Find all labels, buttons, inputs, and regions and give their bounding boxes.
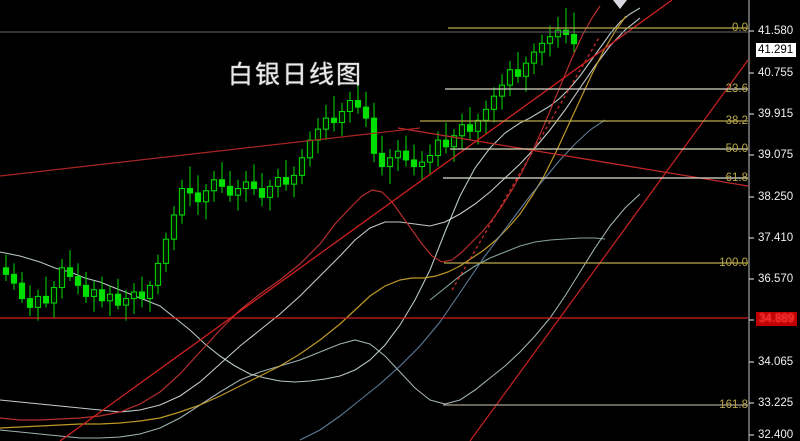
fib-label-38.2: 38.2 xyxy=(725,115,748,127)
axis-tick-label: 33.225 xyxy=(758,397,794,409)
chart-cursor-icon xyxy=(613,0,627,9)
axis-tick-label: 36.570 xyxy=(758,273,794,285)
axis-tick-label: 40.755 xyxy=(758,67,794,79)
last-price-badge: 41.291 xyxy=(756,43,797,57)
axis-tick-label: 39.075 xyxy=(758,149,794,161)
trendline-rising-secondary[interactable] xyxy=(469,59,748,441)
candlestick-series xyxy=(2,8,578,321)
price-axis[interactable]: 41.580 40.755 39.915 39.075 38.250 37.410 36.5… xyxy=(748,0,800,441)
bollinger-lower-band xyxy=(0,193,641,439)
fib-label-0.0: 0.0 xyxy=(732,22,748,34)
chart-canvas xyxy=(0,0,748,441)
plot-background xyxy=(0,0,748,441)
trendline-descending-short[interactable] xyxy=(0,127,421,177)
axis-tick-label: 32.400 xyxy=(758,429,794,441)
ma-blue-line xyxy=(299,119,606,441)
trendline-dotted-red[interactable] xyxy=(451,35,601,291)
page-title: 白银日线图 xyxy=(228,60,364,89)
ma-yellow-line xyxy=(0,15,627,429)
axis-tick-label: 34.065 xyxy=(758,356,794,368)
axis-tick-marks xyxy=(749,30,754,436)
axis-background xyxy=(748,0,800,441)
axis-tick-label: 39.915 xyxy=(758,108,794,120)
bollinger-upper-band xyxy=(0,7,641,383)
axis-tick-label: 38.250 xyxy=(758,191,794,203)
chart-plot-area[interactable]: 白银日线图 xyxy=(0,0,748,441)
fib-label-61.8: 61.8 xyxy=(725,172,748,184)
fibonacci-lines[interactable] xyxy=(420,27,748,406)
axis-tick-label: 41.580 xyxy=(758,25,794,37)
axis-tick-label: 37.410 xyxy=(758,232,794,244)
trendline-rising-main[interactable] xyxy=(59,0,673,441)
fib-label-23.6: 23.6 xyxy=(725,83,748,95)
fib-label-161.8: 161.8 xyxy=(719,399,748,411)
bollinger-middle-band xyxy=(0,17,641,413)
trendline-descending[interactable] xyxy=(397,127,748,187)
fib-label-100.0: 100.0 xyxy=(719,257,748,269)
fib-label-50.0: 50.0 xyxy=(725,143,748,155)
bollinger-right-flat xyxy=(429,237,606,301)
ma-red-line xyxy=(0,5,601,421)
price-axis-canvas xyxy=(748,0,800,441)
alert-price-badge: 34.889 xyxy=(756,312,798,326)
